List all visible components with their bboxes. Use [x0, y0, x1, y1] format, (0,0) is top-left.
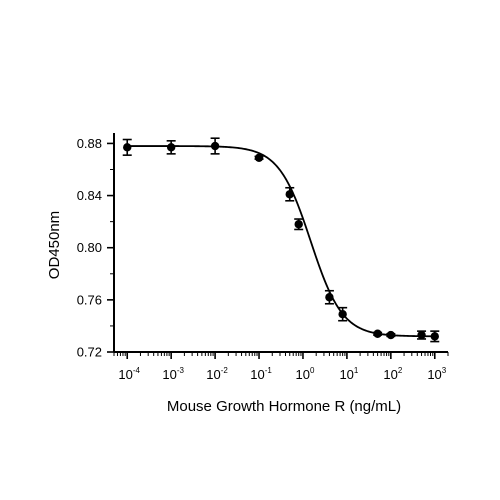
x-tick-label: 102: [383, 366, 402, 382]
y-tick-label: 0.72: [77, 345, 102, 360]
x-tick-label: 10-3: [162, 366, 184, 382]
data-point: [417, 330, 426, 340]
fit-curve-layer: [127, 145, 435, 338]
y-axis: 0.72 0.76 0.80 0.84 0.88: [77, 133, 115, 360]
fit-curve: [127, 145, 435, 338]
data-point: [338, 309, 347, 319]
x-tick-label: 10-4: [118, 366, 140, 382]
x-tick-label: 101: [339, 366, 358, 382]
y-tick-label: 0.80: [77, 240, 102, 255]
data-point: [285, 190, 294, 199]
data-point: [386, 330, 396, 340]
y-tick-label: 0.76: [77, 292, 102, 307]
x-tick-label: 100: [296, 366, 315, 382]
data-point: [210, 141, 220, 151]
x-tick-label: 103: [427, 366, 446, 382]
data-points-layer: [122, 137, 440, 343]
data-point: [325, 293, 334, 302]
data-point: [430, 332, 439, 341]
x-tick-label: 10-2: [206, 366, 228, 382]
y-tick-label: 0.88: [77, 136, 102, 151]
data-point: [294, 220, 303, 229]
data-point: [166, 143, 176, 152]
y-tick-label: 0.84: [77, 188, 102, 203]
x-tick-label: 10-1: [250, 366, 272, 382]
x-axis: 10-4 10-3 10-2 10-1 100 101 102 103: [113, 351, 449, 382]
data-point: [254, 153, 264, 162]
data-point: [373, 329, 382, 338]
data-point: [123, 143, 132, 152]
x-axis-title: Mouse Growth Hormone R (ng/mL): [167, 398, 401, 415]
y-axis-title: OD450nm: [46, 211, 63, 279]
